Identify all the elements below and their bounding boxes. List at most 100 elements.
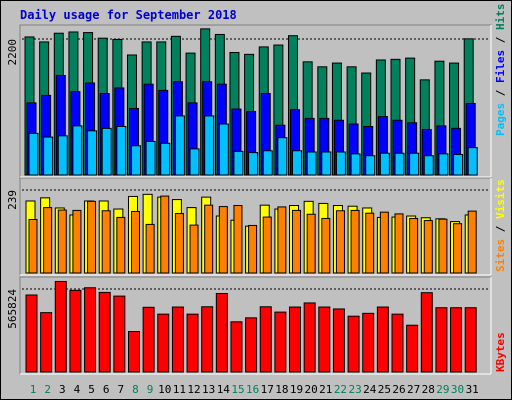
bar-sites-day-29 xyxy=(438,218,448,274)
bar-pages-day-28 xyxy=(423,155,434,176)
bar-sites-day-14 xyxy=(218,206,228,274)
day-label-29: 29 xyxy=(436,383,449,396)
day-label-10: 10 xyxy=(158,383,171,396)
chart-title: Daily usage for September 2018 xyxy=(20,8,237,22)
bar-pages-day-20 xyxy=(306,151,317,176)
bar-kbytes-day-26 xyxy=(391,313,404,373)
side-legend-hits-part-0: Pages xyxy=(494,103,507,136)
bar-pages-day-22 xyxy=(335,151,346,176)
bar-sites-day-27 xyxy=(409,217,419,274)
bar-kbytes-day-23 xyxy=(347,315,360,373)
bar-kbytes-day-18 xyxy=(274,311,287,373)
day-label-27: 27 xyxy=(407,383,420,396)
bar-kbytes-day-22 xyxy=(332,308,345,373)
bar-kbytes-day-27 xyxy=(406,324,419,373)
side-legend-visits: Sites / Visits xyxy=(494,179,507,272)
bar-sites-day-20 xyxy=(306,213,316,274)
bar-pages-day-29 xyxy=(438,153,449,176)
side-legend-hits-part-2: Files xyxy=(494,50,507,83)
bar-kbytes-day-21 xyxy=(318,306,331,373)
bar-sites-day-9 xyxy=(145,223,155,274)
bar-sites-day-5 xyxy=(87,200,97,274)
bar-kbytes-day-15 xyxy=(230,321,243,373)
bar-kbytes-day-28 xyxy=(420,292,433,373)
bar-kbytes-day-7 xyxy=(113,295,126,373)
bar-sites-day-1 xyxy=(28,219,38,274)
bar-sites-day-18 xyxy=(277,206,287,274)
bar-pages-day-19 xyxy=(292,150,303,176)
bar-sites-day-16 xyxy=(248,224,258,274)
bar-sites-day-28 xyxy=(423,220,433,274)
bar-pages-day-10 xyxy=(160,142,171,176)
bar-pages-day-14 xyxy=(218,123,229,176)
bar-sites-day-10 xyxy=(160,195,170,274)
day-label-14: 14 xyxy=(217,383,231,396)
day-label-17: 17 xyxy=(261,383,274,396)
day-label-13: 13 xyxy=(202,383,215,396)
day-label-26: 26 xyxy=(392,383,405,396)
bar-pages-day-26 xyxy=(394,152,405,176)
day-label-8: 8 xyxy=(132,383,139,396)
bar-sites-day-24 xyxy=(365,212,375,274)
day-label-16: 16 xyxy=(246,383,259,396)
bar-sites-day-12 xyxy=(189,224,199,274)
bar-sites-day-7 xyxy=(116,216,126,274)
side-legend-hits-part-4: Hits xyxy=(494,4,507,31)
bar-kbytes-day-29 xyxy=(435,307,448,373)
day-label-23: 23 xyxy=(348,383,361,396)
side-legend-kbytes-part-0: KBytes xyxy=(494,332,507,372)
day-label-9: 9 xyxy=(147,383,154,396)
bar-kbytes-day-6 xyxy=(98,291,111,373)
bar-kbytes-day-12 xyxy=(186,313,199,373)
bar-pages-day-1 xyxy=(28,132,39,176)
bar-pages-day-24 xyxy=(365,155,376,176)
bar-kbytes-day-9 xyxy=(142,306,155,373)
bar-kbytes-day-1 xyxy=(25,294,38,373)
bar-kbytes-day-30 xyxy=(450,307,463,373)
bar-kbytes-day-3 xyxy=(54,280,67,373)
day-label-28: 28 xyxy=(422,383,435,396)
day-label-24: 24 xyxy=(363,383,377,396)
bar-sites-day-6 xyxy=(101,210,111,274)
bar-kbytes-day-2 xyxy=(40,312,53,373)
bar-sites-day-23 xyxy=(350,209,360,274)
bar-kbytes-day-31 xyxy=(464,307,477,373)
bar-pages-day-21 xyxy=(321,151,332,176)
day-label-21: 21 xyxy=(319,383,332,396)
day-label-19: 19 xyxy=(290,383,303,396)
bar-pages-day-25 xyxy=(379,152,390,176)
day-label-12: 12 xyxy=(187,383,200,396)
day-label-15: 15 xyxy=(231,383,244,396)
bar-pages-day-7 xyxy=(116,125,127,176)
side-legend-hits: Pages / Files / Hits xyxy=(494,4,507,137)
bar-pages-day-5 xyxy=(87,130,98,176)
side-legend-visits-part-2: Visits xyxy=(494,179,507,219)
bar-sites-day-30 xyxy=(453,223,463,274)
day-label-6: 6 xyxy=(103,383,110,396)
day-label-31: 31 xyxy=(466,383,479,396)
day-label-18: 18 xyxy=(275,383,288,396)
bar-kbytes-day-11 xyxy=(171,306,184,373)
day-label-2: 2 xyxy=(44,383,51,396)
bar-pages-day-12 xyxy=(189,148,200,176)
bar-sites-day-11 xyxy=(174,213,184,274)
day-label-20: 20 xyxy=(305,383,318,396)
day-label-5: 5 xyxy=(88,383,95,396)
bar-kbytes-day-4 xyxy=(69,289,82,373)
bar-kbytes-day-16 xyxy=(245,317,258,373)
bar-pages-day-31 xyxy=(467,147,478,176)
bar-kbytes-day-10 xyxy=(157,313,170,373)
bar-kbytes-day-25 xyxy=(376,306,389,373)
bar-pages-day-9 xyxy=(145,140,156,176)
bar-pages-day-27 xyxy=(409,152,420,176)
y-max-label-2: 565824 xyxy=(6,289,19,329)
bar-kbytes-day-13 xyxy=(201,306,214,373)
bar-pages-day-8 xyxy=(130,145,141,176)
bar-sites-day-25 xyxy=(379,211,389,274)
bar-pages-day-3 xyxy=(57,135,68,176)
day-label-4: 4 xyxy=(74,383,81,396)
bar-pages-day-23 xyxy=(350,153,361,176)
day-label-7: 7 xyxy=(118,383,125,396)
bar-pages-day-2 xyxy=(43,136,54,176)
side-legend-visits-part-0: Sites xyxy=(494,239,507,272)
